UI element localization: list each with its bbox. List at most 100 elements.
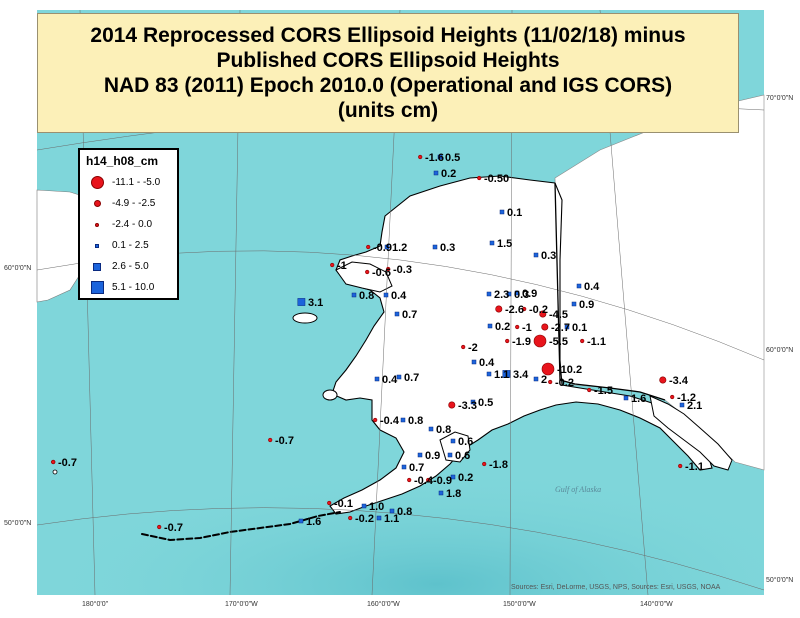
station-value-label: 0.4 [584, 281, 600, 293]
station-value-label: 1.0 [369, 501, 384, 513]
station-value-label: 1.8 [446, 488, 461, 500]
station-value-label: 0.9 [579, 299, 594, 311]
station-symbol [51, 459, 56, 465]
latitude-tick-left-50: 50°0'0"N [4, 519, 31, 527]
station-symbol [373, 417, 378, 423]
latitude-tick-right-70: 70°0'0"N [766, 94, 793, 102]
station-value-label: 0.1 [572, 322, 587, 334]
station-value-label: 0.2 [458, 472, 473, 484]
st-lawrence-island [292, 312, 318, 324]
station-value-label: 0.6 [458, 436, 473, 448]
station-symbol [351, 292, 357, 298]
station-symbol [426, 477, 431, 483]
station-symbol [659, 376, 667, 384]
station-symbol [298, 518, 304, 524]
station-symbol [576, 283, 582, 289]
station-symbol [438, 490, 444, 496]
station-value-label: -2 [468, 342, 478, 354]
pribilof-island [52, 469, 58, 475]
station-value-label: -1.1 [587, 336, 606, 348]
station-symbol [679, 402, 685, 408]
station-value-label: 2.3 [494, 289, 509, 301]
station-value-label: -0.7 [164, 522, 183, 534]
kodiak-island [439, 431, 471, 463]
station-value-label: 0.3 [541, 250, 556, 262]
station-value-label: -0.4 [414, 475, 434, 487]
title-line-2: Published CORS Ellipsoid Heights [216, 49, 560, 72]
station-value-label: -1 [522, 322, 532, 334]
station-symbols [51, 154, 685, 530]
station-symbol [533, 252, 539, 258]
station-value-label: 0.8 [408, 415, 423, 427]
station-value-label: 1.6 [306, 516, 321, 528]
station-symbol [366, 244, 371, 250]
red-large-circle-icon [90, 176, 104, 189]
legend-item: -2.4 - 0.0 [86, 214, 171, 235]
station-value-label: 0.9 [425, 450, 440, 462]
southeast-panhandle [649, 395, 733, 471]
legend-label: -2.4 - 0.0 [112, 219, 153, 230]
latitude-tick-right-60: 60°0'0"N [766, 346, 793, 354]
blue-small-square-icon [95, 243, 99, 248]
station-symbol [348, 515, 353, 521]
station-symbol [482, 461, 487, 467]
station-value-label: 0.4 [391, 290, 407, 302]
station-value-label: -2.6 [505, 304, 524, 316]
station-value-label: -0.2 [555, 377, 574, 389]
canada-border [554, 182, 666, 401]
station-symbol [564, 324, 570, 330]
station-value-label: -1.8 [489, 459, 508, 471]
blue-medium-square-icon [93, 262, 101, 271]
station-symbol [487, 323, 493, 329]
station-value-label: -1.6 [425, 152, 444, 164]
legend-item: -4.9 - -2.5 [86, 193, 171, 214]
station-value-label: 0.8 [436, 424, 451, 436]
station-value-label: -1.1 [685, 461, 704, 473]
station-symbol [580, 338, 585, 344]
station-symbol [389, 508, 395, 514]
station-symbol [450, 474, 456, 480]
seward-peninsula [335, 261, 393, 293]
station-value-label: -10.2 [557, 364, 582, 376]
station-symbol [495, 305, 503, 313]
title-line-1: 2014 Reprocessed CORS Ellipsoid Heights … [90, 24, 686, 47]
station-symbol [505, 338, 510, 344]
station-symbol [437, 154, 443, 160]
station-value-label: 0.8 [397, 506, 412, 518]
alaska-mainland [329, 175, 713, 515]
station-value-label: 0.7 [409, 462, 424, 474]
station-value-label: 1.1 [494, 369, 509, 381]
station-symbol [486, 291, 492, 297]
station-symbol [447, 452, 453, 458]
title-box: 2014 Reprocessed CORS Ellipsoid Heights … [37, 13, 739, 133]
station-symbol [623, 395, 629, 401]
station-symbol [400, 417, 406, 423]
station-symbol [541, 323, 549, 331]
station-symbol [401, 464, 407, 470]
station-symbol [376, 515, 382, 521]
station-symbol [471, 359, 477, 365]
legend-label: -4.9 - -2.5 [112, 198, 156, 209]
station-symbol [502, 370, 511, 378]
station-value-label: -0.6 [372, 267, 391, 279]
station-value-label: -0.9 [433, 475, 452, 487]
station-value-label: 1.6 [631, 393, 646, 405]
station-value-label: -0.9 [373, 242, 392, 254]
station-value-label: 0.1 [507, 207, 522, 219]
station-value-label: -3.4 [669, 375, 689, 387]
station-symbol [361, 503, 367, 509]
station-value-label: 0.4 [479, 357, 495, 369]
station-value-label: 1.5 [497, 238, 512, 250]
station-symbol [432, 244, 438, 250]
legend-item: -11.1 - -5.0 [86, 172, 171, 193]
station-symbol [678, 463, 683, 469]
station-value-label: 0.3 [440, 242, 455, 254]
longitude-tick-140: 140°0'0"W [640, 600, 673, 608]
station-symbol [327, 500, 332, 506]
station-symbol [384, 244, 390, 250]
station-value-label: -0.7 [275, 435, 294, 447]
station-symbol [365, 269, 370, 275]
legend-item: 0.1 - 2.5 [86, 235, 171, 256]
station-value-label: -0.2 [355, 513, 374, 525]
station-symbol [533, 334, 547, 348]
